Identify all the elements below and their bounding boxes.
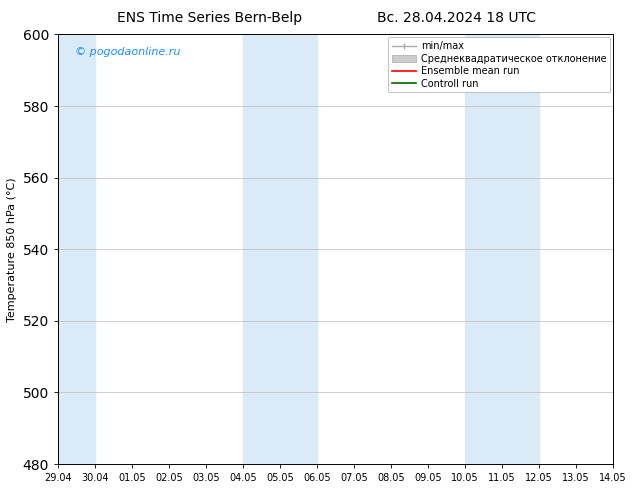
Y-axis label: Temperature 850 hPa (°C): Temperature 850 hPa (°C) xyxy=(7,177,17,321)
Text: Вс. 28.04.2024 18 UTC: Вс. 28.04.2024 18 UTC xyxy=(377,11,536,25)
Bar xyxy=(243,34,317,464)
Text: © pogodaonline.ru: © pogodaonline.ru xyxy=(75,48,180,57)
Legend: min/max, Среднеквадратическое отклонение, Ensemble mean run, Controll run: min/max, Среднеквадратическое отклонение… xyxy=(388,37,611,93)
Bar xyxy=(465,34,539,464)
Text: ENS Time Series Bern-Belp: ENS Time Series Bern-Belp xyxy=(117,11,302,25)
Bar xyxy=(58,34,95,464)
